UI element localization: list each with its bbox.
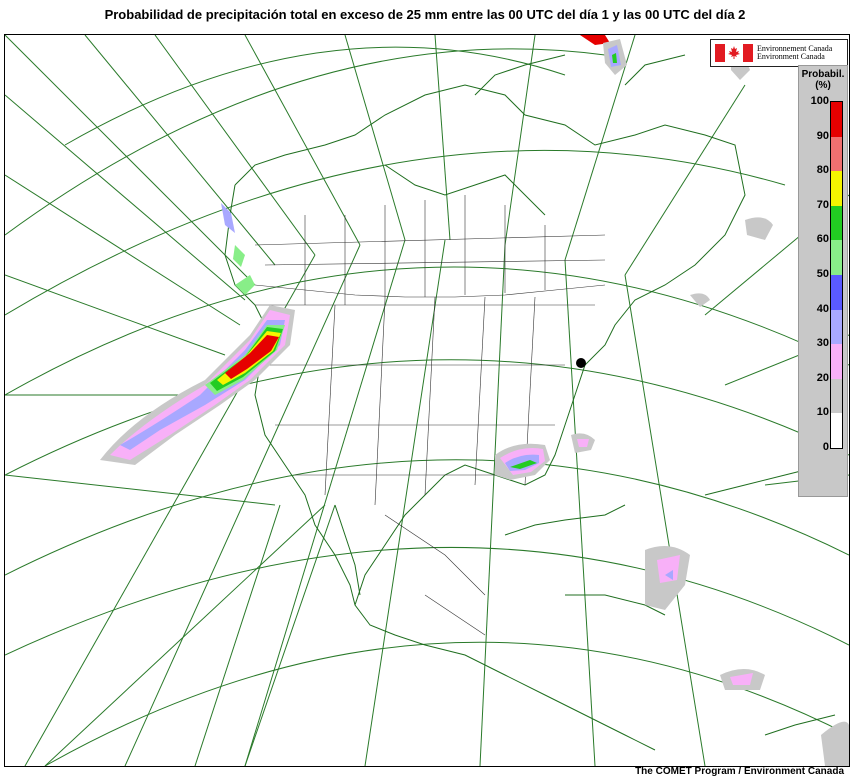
legend-tick-label: 0 xyxy=(822,441,829,453)
map-title: Probabilidad de precipitación total en e… xyxy=(104,7,746,22)
precip-probability-areas xyxy=(100,35,849,766)
legend-tick-label: 40 xyxy=(816,302,829,315)
political-boundaries xyxy=(254,195,606,636)
map-canvas xyxy=(5,35,849,766)
legend-color-segment xyxy=(831,136,842,172)
credit-text: The COMET Program / Environment Canada xyxy=(635,766,844,777)
legend-color-segment xyxy=(831,240,842,275)
legend-color-segment xyxy=(831,378,842,414)
legend-color-segment xyxy=(831,205,842,241)
legend-tick-label: 90 xyxy=(816,129,829,142)
map-panel: Environnement Canada Environment Canada … xyxy=(4,34,850,767)
legend-color-segment xyxy=(831,413,842,448)
canada-flag-icon xyxy=(715,44,753,62)
legend-tick-label: 80 xyxy=(816,164,829,177)
probability-legend: Probabil. (%) 100 90 80 70 60 50 40 30 20 10 0 xyxy=(798,65,848,497)
legend-tick-label: 10 xyxy=(816,406,829,419)
location-marker xyxy=(576,358,586,368)
legend-color-segment xyxy=(831,344,842,379)
legend-tick-label: 20 xyxy=(816,371,829,384)
legend-title: Probabil. (%) xyxy=(801,69,845,91)
legend-tick-label: 70 xyxy=(816,198,829,211)
legend-color-segment xyxy=(831,309,842,345)
coastlines xyxy=(224,54,836,751)
legend-tick-label: 60 xyxy=(816,233,829,246)
legend-tick-label: 100 xyxy=(810,95,829,107)
environment-canada-logo: Environnement Canada Environment Canada xyxy=(710,39,848,67)
legend-color-segment xyxy=(831,171,842,206)
logo-line-english: Environment Canada xyxy=(757,52,825,61)
legend-color-segment xyxy=(831,102,842,137)
legend-tick-label: 30 xyxy=(816,337,829,350)
graticule xyxy=(5,35,849,766)
legend-tick-label: 50 xyxy=(816,268,829,280)
legend-color-scale xyxy=(830,101,843,449)
legend-color-segment xyxy=(831,275,842,310)
logo-line-french: Environnement Canada xyxy=(757,44,833,53)
